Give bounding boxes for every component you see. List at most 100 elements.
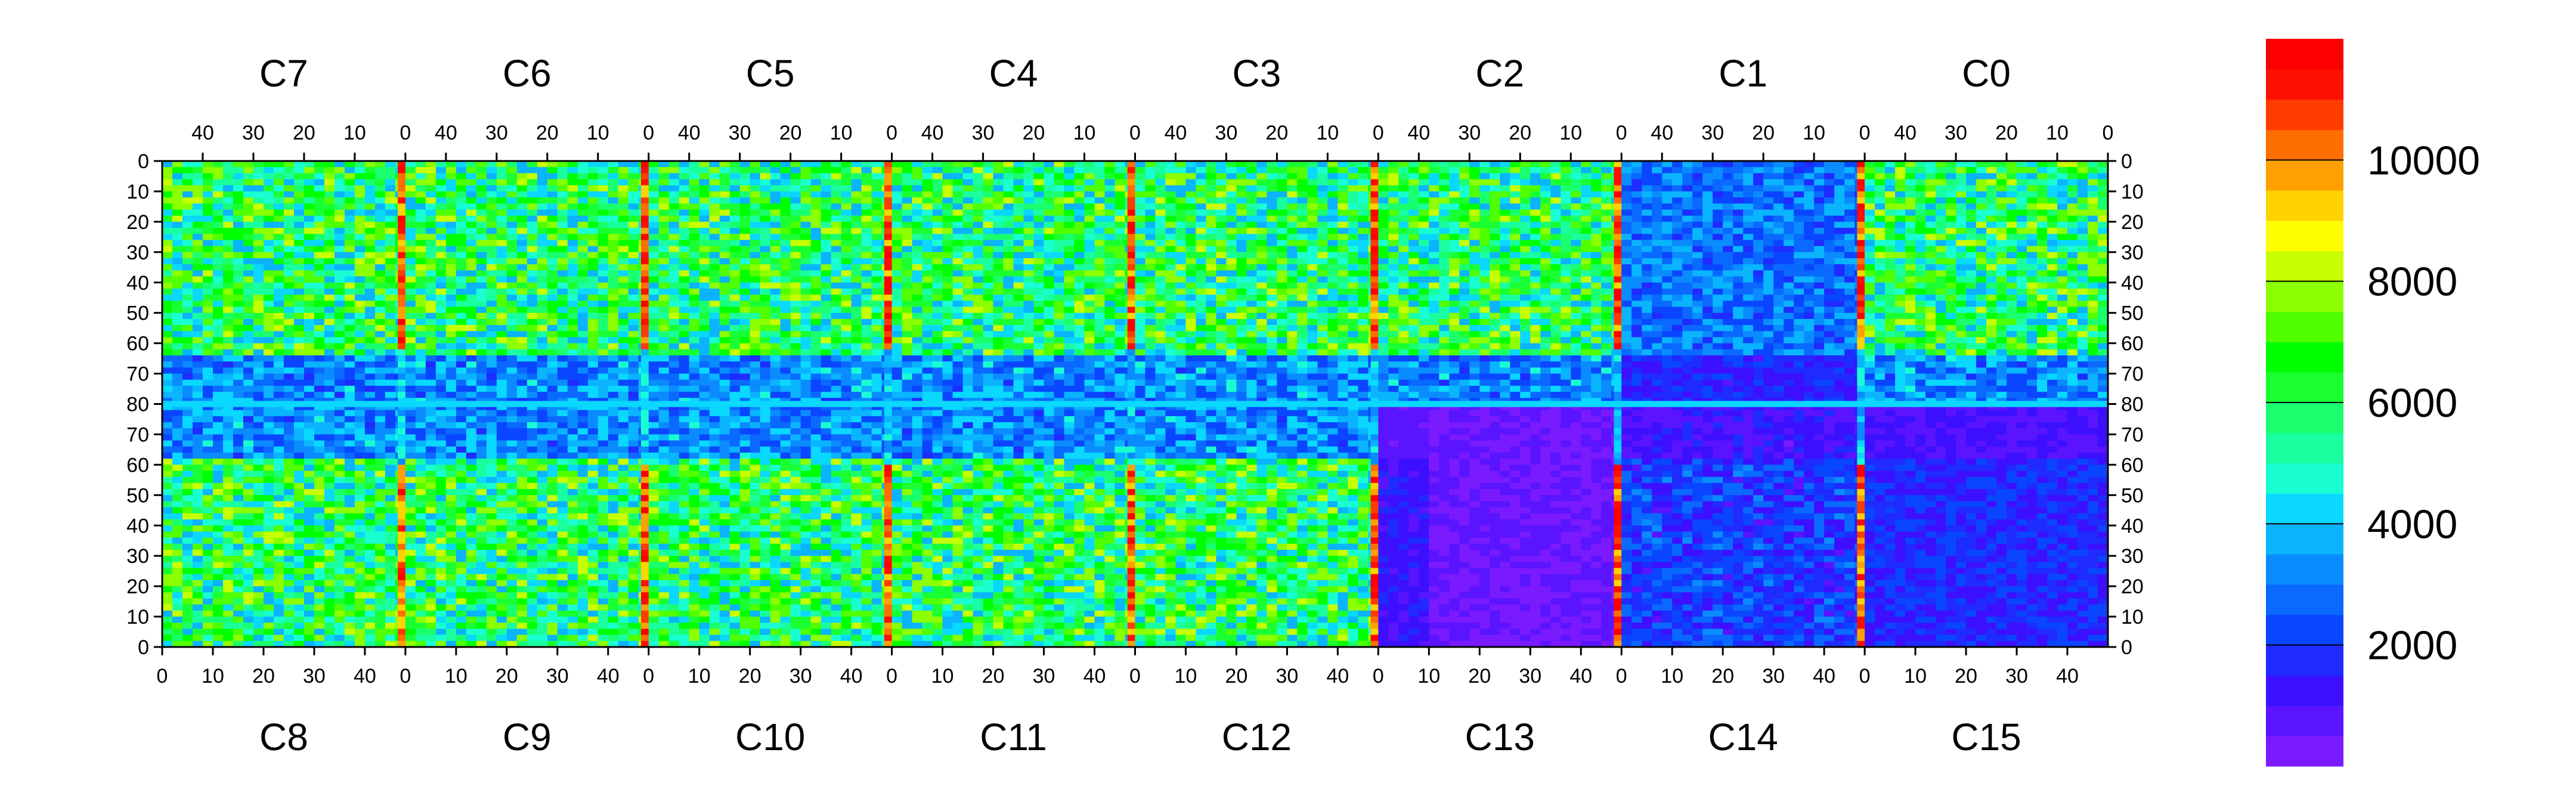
heatmap-cell [304,453,315,459]
heatmap-cell [233,640,244,648]
heatmap-cell [476,312,487,320]
heatmap-cell [476,640,487,648]
heatmap-cell [405,355,416,362]
heatmap-cell [739,240,751,247]
heatmap-cell [537,519,548,526]
heatmap-cell [476,301,487,308]
heatmap-cell [182,179,193,186]
heatmap-cell [577,288,589,295]
heatmap-cell [182,519,193,526]
heatmap-cell [547,331,558,338]
heatmap-cell [253,301,264,308]
heatmap-cell [831,282,842,289]
heatmap-cell [293,416,305,423]
heatmap-cell [587,465,599,472]
heatmap-cell [466,482,477,490]
heatmap-cell [851,215,862,222]
heatmap-cell [466,562,477,569]
heatmap-cell [435,252,447,259]
heatmap-cell [597,640,609,648]
heatmap-cell [233,295,244,301]
heatmap-cell [415,331,426,338]
heatmap-cell [398,331,413,338]
heatmap-cell [729,161,741,168]
heatmap-cell [516,617,528,623]
heatmap-cell [557,240,568,247]
heatmap-cell [466,161,477,168]
heatmap-cell [445,209,457,216]
heatmap-cell [557,385,568,392]
heatmap-cell [618,270,629,277]
heatmap-cell [557,288,568,295]
heatmap-cell [537,355,548,362]
heatmap-cell [628,513,639,520]
heatmap-cell [253,410,264,417]
heatmap-cell [597,531,609,538]
heatmap-cell [334,446,345,453]
heatmap-cell [172,221,183,228]
heatmap-cell [324,568,335,575]
heatmap-cell [871,234,883,241]
heatmap-cell [618,470,629,478]
heatmap-cell [597,343,609,350]
heatmap-cell [273,270,284,277]
heatmap-cell [496,240,507,247]
heatmap-cell [861,361,872,368]
heatmap-cell [273,295,284,301]
heatmap-cell [729,385,741,392]
heatmap-cell [233,543,244,550]
heatmap-cell [202,373,213,380]
heatmap-cell [435,453,447,459]
heatmap-cell [668,355,680,362]
heatmap-cell [344,404,355,411]
heatmap-cell [871,215,883,222]
heatmap-cell [750,270,761,277]
heatmap-cell [557,167,568,174]
heatmap-cell [527,325,538,332]
heatmap-cell [577,282,589,289]
heatmap-cell [385,343,396,350]
heatmap-cell [729,379,741,386]
heatmap-cell [445,258,457,265]
heatmap-cell [182,349,193,356]
heatmap-cell [466,410,477,417]
heatmap-cell [506,592,518,599]
heatmap-cell [182,598,193,605]
heatmap-cell [212,428,224,435]
heatmap-cell [435,470,447,478]
heatmap-cell [476,258,487,265]
heatmap-cell [527,167,538,174]
heatmap-cell [729,301,741,308]
heatmap-cell [364,331,376,338]
heatmap-cell [425,446,436,453]
heatmap-cell [577,264,589,271]
heatmap-cell [445,185,457,192]
heatmap-cell [831,221,842,228]
heatmap-cell [547,215,558,222]
heatmap-cell [476,501,487,508]
heatmap-cell [425,221,436,228]
heatmap-cell [821,240,832,247]
heatmap-cell [334,495,345,502]
heatmap-cell [182,173,193,180]
heatmap-cell [405,489,416,496]
heatmap-cell [304,337,315,344]
heatmap-cell [344,173,355,180]
heatmap-cell [841,221,852,228]
heatmap-cell [790,270,801,277]
heatmap-cell [841,312,852,320]
heatmap-cell [618,203,629,210]
heatmap-cell [344,379,355,386]
heatmap-cell [770,209,781,216]
heatmap-cell [597,385,609,392]
heatmap-cell [506,373,518,380]
heatmap-cell [415,507,426,514]
heatmap-cell [314,385,325,392]
heatmap-cell [222,428,234,435]
heatmap-cell [618,246,629,253]
heatmap-cell [527,543,538,550]
heatmap-cell [425,604,436,611]
heatmap-cell [476,598,487,605]
heatmap-cell [668,385,680,392]
heatmap-cell [364,543,376,550]
